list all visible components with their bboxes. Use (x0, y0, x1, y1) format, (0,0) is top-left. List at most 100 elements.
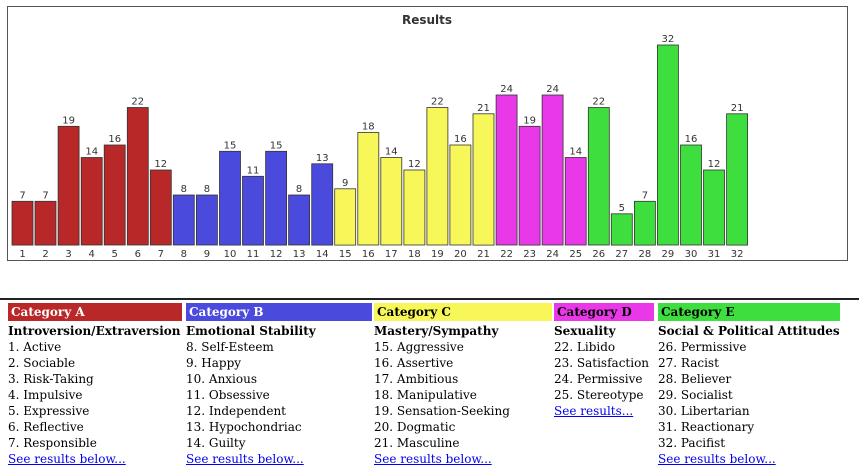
category-d-header: Category D (554, 303, 654, 321)
value-label-15: 9 (342, 178, 348, 189)
tick-label-24: 24 (546, 249, 559, 260)
value-label-22: 24 (500, 84, 513, 95)
bar-14 (311, 163, 334, 246)
tick-label-4: 4 (89, 249, 95, 260)
list-item: 23. Satisfaction (554, 356, 650, 370)
see-results-link-c[interactable]: See results below... (374, 452, 492, 466)
bar-2 (34, 200, 57, 246)
list-item: 9. Happy (186, 356, 242, 370)
list-item: 17. Ambitious (374, 372, 459, 386)
tick-label-32: 32 (731, 249, 744, 260)
see-results-link-b[interactable]: See results below... (186, 452, 304, 466)
value-label-28: 7 (642, 190, 648, 201)
bar-30 (680, 144, 702, 246)
category-c-header: Category C (374, 303, 552, 321)
tick-label-22: 22 (500, 249, 513, 260)
see-results-link-a[interactable]: See results below... (8, 452, 126, 466)
value-label-12: 15 (270, 140, 283, 151)
tick-label-21: 21 (477, 249, 490, 260)
value-label-24: 24 (546, 84, 559, 95)
tick-label-12: 12 (270, 249, 283, 260)
bar-17 (380, 157, 403, 246)
category-e-subtitle: Social & Political Attitudes (658, 324, 840, 338)
bar-7 (149, 169, 172, 246)
value-label-30: 16 (685, 134, 698, 145)
value-label-7: 12 (154, 159, 167, 170)
results-chart: Results 7 1 7 2 19 3 14 4 16 5 22 6 12 7 8 8 8 9 15 10 11 11 15… (7, 6, 848, 261)
category-a-subtitle: Introversion/Extraversion (8, 324, 181, 338)
list-item: 2. Sociable (8, 356, 76, 370)
tick-label-3: 3 (65, 249, 71, 260)
category-e-header: Category E (658, 303, 840, 321)
list-item: 10. Anxious (186, 372, 258, 386)
bar-21 (472, 113, 495, 246)
value-label-26: 22 (592, 97, 605, 108)
value-label-2: 7 (42, 190, 48, 201)
see-results-link-d[interactable]: See results... (554, 404, 634, 418)
value-label-23: 19 (523, 115, 536, 126)
list-item: 26. Permissive (658, 340, 747, 354)
list-item: 4. Impulsive (8, 388, 83, 402)
value-label-17: 14 (385, 147, 398, 158)
list-item: 5. Expressive (8, 404, 90, 418)
tick-label-29: 29 (662, 249, 675, 260)
value-label-1: 7 (19, 190, 25, 201)
bar-16 (357, 132, 380, 246)
category-b-column: Category B Emotional Stability 8. Self-Est… (186, 303, 372, 467)
value-label-18: 12 (408, 159, 421, 170)
value-label-32: 21 (731, 103, 744, 114)
tick-label-2: 2 (42, 249, 48, 260)
list-item: 7. Responsible (8, 436, 97, 450)
category-e-column: Category E Social & Political Attitudes 26… (658, 303, 840, 467)
tick-label-6: 6 (135, 249, 141, 260)
tick-label-23: 23 (523, 249, 536, 260)
list-item: 15. Aggressive (374, 340, 464, 354)
list-item: 32. Pacifist (658, 436, 726, 450)
list-item: 31. Reactionary (658, 420, 755, 434)
value-label-9: 8 (204, 184, 210, 195)
tick-label-13: 13 (293, 249, 306, 260)
value-label-13: 8 (296, 184, 302, 195)
list-item: 18. Manipulative (374, 388, 477, 402)
bar-29 (657, 44, 679, 246)
value-label-5: 16 (108, 134, 121, 145)
bar-27 (610, 213, 633, 246)
list-item: 21. Masculine (374, 436, 460, 450)
value-label-31: 12 (708, 159, 721, 170)
category-b-subtitle: Emotional Stability (186, 324, 316, 338)
list-item: 1. Active (8, 340, 62, 354)
value-label-10: 15 (224, 140, 237, 151)
value-label-8: 8 (181, 184, 187, 195)
bar-22 (495, 94, 518, 246)
bar-9 (195, 194, 218, 246)
value-label-6: 22 (131, 97, 144, 108)
tick-label-25: 25 (569, 249, 582, 260)
bar-12 (265, 150, 288, 246)
category-a-header: Category A (8, 303, 182, 321)
tick-label-7: 7 (158, 249, 164, 260)
bar-11 (242, 175, 264, 246)
list-item: 8. Self-Esteem (186, 340, 274, 354)
tick-label-26: 26 (592, 249, 605, 260)
chart-title: Results (402, 13, 452, 27)
tick-label-5: 5 (112, 249, 118, 260)
value-label-20: 16 (454, 134, 467, 145)
bar-6 (126, 107, 149, 246)
tick-label-11: 11 (247, 249, 260, 260)
value-label-14: 13 (316, 153, 329, 164)
tick-label-30: 30 (685, 249, 698, 260)
see-results-link-e[interactable]: See results below... (658, 452, 776, 466)
list-item: 6. Reflective (8, 420, 84, 434)
bar-32 (726, 113, 748, 246)
bar-28 (634, 200, 656, 246)
tick-label-16: 16 (362, 249, 375, 260)
tick-label-27: 27 (615, 249, 628, 260)
value-label-27: 5 (619, 203, 625, 214)
list-item: 11. Obsessive (186, 388, 270, 402)
bar-8 (172, 194, 195, 246)
tick-label-9: 9 (204, 249, 210, 260)
category-d-subtitle: Sexuality (554, 324, 616, 338)
tick-label-20: 20 (454, 249, 467, 260)
list-item: 25. Stereotype (554, 388, 644, 402)
bar-chart-svg: Results717219314416522612788891510111115… (11, 13, 748, 260)
